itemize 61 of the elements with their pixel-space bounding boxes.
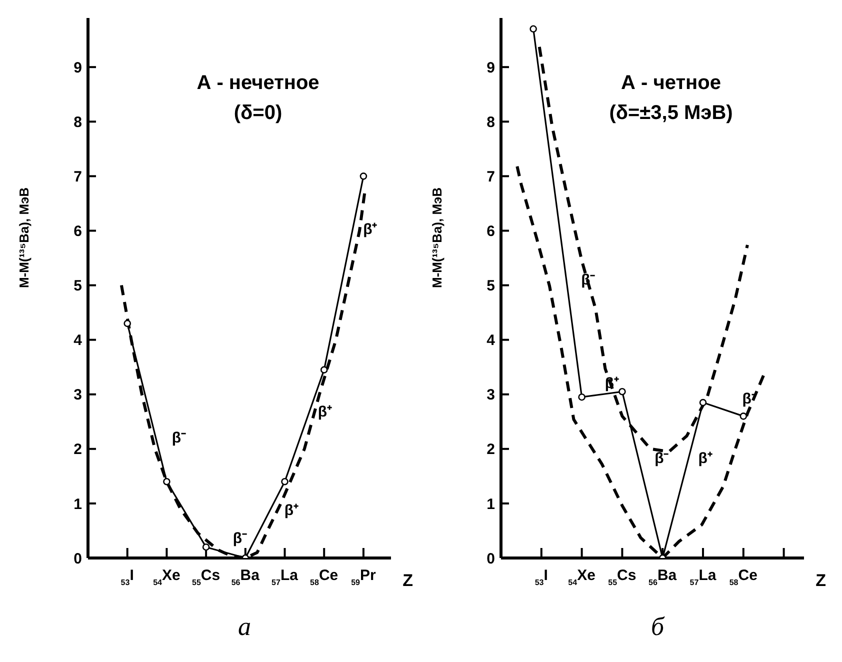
y-tick-label: 0 <box>486 550 495 568</box>
y-tick-label: 2 <box>74 441 82 458</box>
x-axis-title: Z <box>402 571 413 590</box>
x-tick-label: $_{58}$Ce <box>310 567 338 586</box>
y-tick-label: 5 <box>486 278 495 295</box>
text: б <box>650 612 666 642</box>
y-tick-label: 1 <box>74 496 82 513</box>
text: (δ=±3,5 МэВ) <box>608 101 734 126</box>
text: А - четное <box>620 71 722 96</box>
x-tick-label: $_{56}$Ba <box>231 567 260 586</box>
y-axis-title: M-M(¹³⁵Ba), МэВ <box>430 187 445 288</box>
annotation: β⁺ <box>363 220 378 238</box>
y-tick-label: 7 <box>486 168 495 186</box>
x-tick-label: $_{57}$La <box>272 567 299 586</box>
y-tick-label: 3 <box>486 386 495 404</box>
y-tick-label: 8 <box>74 114 82 131</box>
point <box>530 25 537 33</box>
y-tick-label: 6 <box>486 223 495 240</box>
point <box>740 412 748 420</box>
point <box>202 543 210 551</box>
y-tick-label: 6 <box>74 223 82 240</box>
point <box>320 366 328 374</box>
x-tick-label: $_{54}$Xe <box>568 567 596 586</box>
text: а <box>237 612 252 642</box>
point <box>618 388 626 396</box>
x-tick-label: $_{59}$Pr <box>351 567 376 586</box>
y-tick-label: 0 <box>74 550 82 568</box>
point <box>281 478 288 486</box>
annotation: β⁻ <box>172 429 186 446</box>
point <box>163 478 170 486</box>
x-tick-label: $_{57}$La <box>690 567 717 586</box>
y-tick-label: 5 <box>74 278 82 295</box>
annotation: β⁻ <box>654 450 669 468</box>
x-axis-title: Z <box>816 571 826 590</box>
point <box>699 398 707 406</box>
x-tick-label: $_{55}$Cs <box>608 567 636 586</box>
point <box>360 172 368 180</box>
y-tick-label: 1 <box>486 496 495 513</box>
x-tick-label: $_{53}$I <box>534 567 548 586</box>
point <box>124 320 131 328</box>
annotation: β⁺ <box>698 450 712 468</box>
x-tick-label: $_{55}$Cs <box>192 567 220 586</box>
x-tick-label: $_{58}$Ce <box>729 567 758 586</box>
y-tick-label: 9 <box>486 59 495 76</box>
x-tick-label: $_{54}$Xe <box>153 567 180 586</box>
y-tick-label: 3 <box>74 386 82 404</box>
y-tick-label: 4 <box>74 332 83 350</box>
text: А - нечетное <box>196 71 320 96</box>
x-tick-label: $_{56}$Ba <box>648 567 678 586</box>
y-tick-label: 7 <box>74 168 82 186</box>
y-tick-label: 8 <box>486 114 495 131</box>
x-tick-label: $_{53}$I <box>120 567 134 586</box>
y-axis-title: M-M(¹³⁵Ba), МэВ <box>16 187 32 288</box>
annotation: β⁺ <box>284 502 299 519</box>
text: (δ=0) <box>232 101 284 126</box>
y-tick-label: 2 <box>486 441 495 458</box>
annotation: β⁻ <box>232 530 247 548</box>
y-tick-label: 4 <box>486 332 496 350</box>
point <box>578 393 586 401</box>
annotation: β⁺ <box>318 404 332 421</box>
y-tick-label: 9 <box>74 59 82 76</box>
